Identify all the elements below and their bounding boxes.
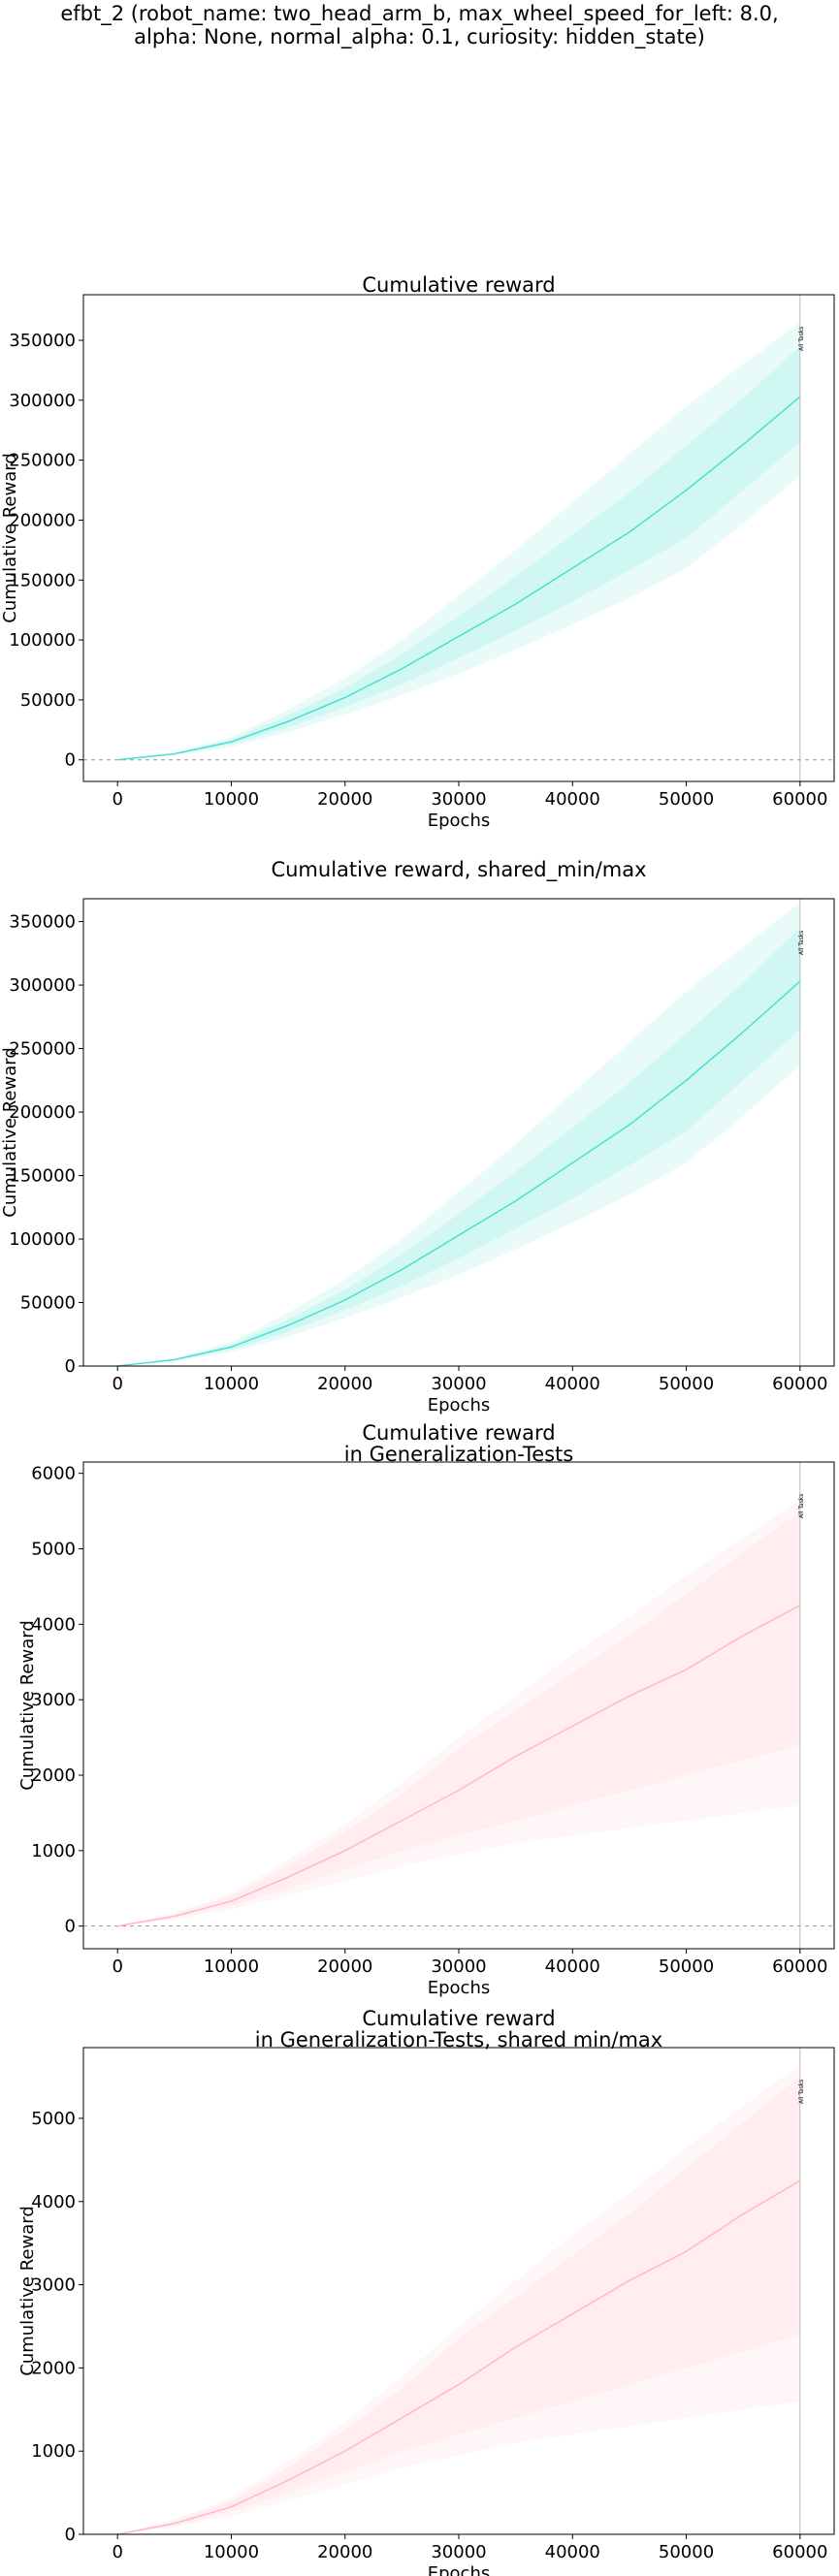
x-tick-label: 60000 [772,789,827,810]
all-tasks-label: All Tasks [798,931,805,955]
mean-line [117,396,801,761]
y-axis-label: Cumulative Reward [0,1047,20,1218]
chart-1: All Tasks 0 10000 20000 30000 40000 50000 60000… [0,273,835,831]
y-tick-label: 0 [65,2525,76,2545]
x-axis-label: Epochs [428,1978,491,1998]
x-tick-label: 20000 [317,2542,372,2562]
outer-band [117,322,800,760]
inner-band [117,1511,800,1926]
y-tick-label: 250000 [9,451,76,471]
x-tick-label: 10000 [204,1956,259,1977]
x-tick-label: 40000 [545,1956,600,1977]
x-axis-label: Epochs [428,2563,491,2576]
y-tick-label: 0 [65,1917,76,1937]
chart-title: in Generalization-Tests [344,1443,573,1466]
x-tick-label: 0 [112,1956,122,1977]
outer-band [117,1499,800,1926]
y-tick-label: 250000 [9,1039,76,1060]
y-tick-label: 5000 [31,1540,76,1560]
x-tick-label: 20000 [317,1374,372,1394]
all-tasks-label: All Tasks [798,327,805,351]
y-tick-label: 350000 [9,331,76,351]
y-tick-label: 2000 [31,2358,76,2378]
y-tick-label: 5000 [31,2109,76,2129]
x-tick-label: 40000 [545,789,600,810]
y-tick-label: 100000 [9,630,76,651]
x-tick-label: 40000 [545,2542,600,2562]
y-tick-label: 200000 [9,510,76,530]
y-tick-label: 1000 [31,2441,76,2462]
y-tick-label: 150000 [9,570,76,590]
x-tick-label: 20000 [317,789,372,810]
y-tick-label: 300000 [9,975,76,996]
x-tick-label: 50000 [659,2542,714,2562]
x-tick-label: 60000 [772,1374,827,1394]
y-tick-label: 200000 [9,1102,76,1123]
x-tick-label: 30000 [431,789,486,810]
all-tasks-label: All Tasks [798,1494,805,1518]
y-tick-label: 1000 [31,1841,76,1861]
x-tick-label: 30000 [431,2542,486,2562]
y-axis-label: Cumulative Reward [17,2206,38,2376]
y-tick-label: 4000 [31,2192,76,2212]
y-tick-label: 4000 [31,1614,76,1635]
x-tick-label: 50000 [659,1374,714,1394]
x-axis-label: Epochs [428,1395,491,1415]
chart-title: in Generalization-Tests, shared min/max [255,2028,662,2051]
x-tick-label: 30000 [431,1374,486,1394]
x-tick-label: 20000 [317,1956,372,1977]
y-tick-label: 50000 [20,690,76,711]
chart-title: Cumulative reward [362,2007,555,2030]
chart-2: All Tasks 0 10000 20000 30000 40000 50000 60000… [0,858,835,1415]
x-tick-label: 10000 [204,789,259,810]
x-tick-label: 10000 [204,2542,259,2562]
outer-band [117,902,800,1366]
y-tick-label: 3000 [31,1690,76,1710]
x-tick-label: 60000 [772,2542,827,2562]
x-tick-label: 10000 [204,1374,259,1394]
y-tick-label: 350000 [9,912,76,933]
outer-band [117,2064,800,2534]
y-axis-label: Cumulative Reward [0,453,20,623]
chart-title: Cumulative reward [362,273,555,297]
mean-line [117,980,801,1367]
mean-line [117,1605,801,1927]
y-tick-label: 100000 [9,1229,76,1250]
mean-line [117,2179,801,2535]
y-tick-label: 0 [65,1356,76,1377]
y-tick-label: 3000 [31,2275,76,2296]
x-tick-label: 60000 [772,1956,827,1977]
chart-title: Cumulative reward, shared_min/max [271,858,646,882]
x-tick-label: 0 [112,2542,122,2562]
y-tick-label: 6000 [31,1464,76,1484]
figure-title: efbt_2 (robot_name: two_head_arm_b, max_… [60,2,779,48]
y-tick-label: 150000 [9,1166,76,1187]
x-tick-label: 30000 [431,1956,486,1977]
x-tick-label: 50000 [659,1956,714,1977]
y-tick-label: 300000 [9,391,76,411]
y-tick-label: 50000 [20,1293,76,1314]
y-tick-label: 2000 [31,1765,76,1786]
y-tick-label: 0 [65,750,76,771]
x-tick-label: 50000 [659,789,714,810]
x-tick-label: 40000 [545,1374,600,1394]
y-axis-label: Cumulative Reward [17,1620,38,1791]
inner-band [117,2077,800,2534]
all-tasks-label: All Tasks [798,2080,805,2104]
x-tick-label: 0 [112,1374,122,1394]
x-axis-label: Epochs [428,811,491,831]
x-tick-label: 0 [112,789,122,810]
chart-title: Cumulative reward [362,1421,555,1445]
